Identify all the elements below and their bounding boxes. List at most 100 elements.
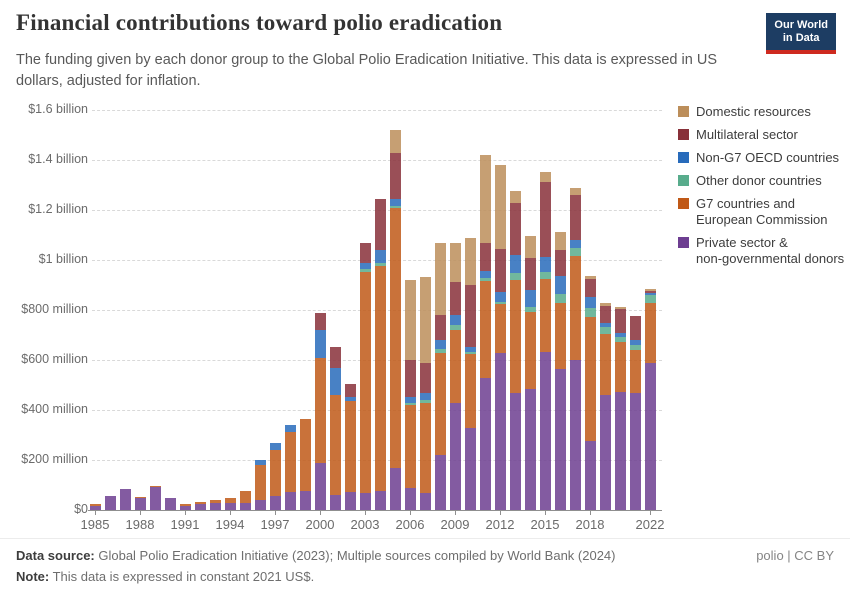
x-tick-1985 (95, 511, 96, 515)
bar-1990[interactable] (164, 498, 176, 510)
bar-2004[interactable] (374, 199, 386, 510)
bar-2005[interactable] (389, 130, 401, 510)
bar-1998[interactable] (284, 425, 296, 510)
bar-segment-domestic-2020 (614, 306, 626, 309)
bar-1996[interactable] (254, 460, 266, 510)
bar-segment-private-2003 (359, 493, 371, 510)
bar-2010[interactable] (464, 238, 476, 510)
note-text: This data is expressed in constant 2021 … (49, 569, 315, 584)
bar-2018[interactable] (584, 276, 596, 510)
bar-2020[interactable] (614, 306, 626, 510)
bar-2001[interactable] (329, 346, 341, 510)
bar-segment-g7-2021 (629, 350, 641, 394)
gridline-1600 (92, 110, 662, 111)
bar-segment-g7-2007 (419, 403, 431, 494)
bar-2019[interactable] (599, 303, 611, 510)
legend-swatch-other (678, 175, 689, 186)
bar-segment-other-2003 (359, 268, 371, 272)
legend-label-other: Other donor countries (696, 173, 822, 188)
bar-2008[interactable] (434, 242, 446, 510)
bar-1997[interactable] (269, 442, 281, 510)
bar-segment-private-2010 (464, 427, 476, 510)
bar-1987[interactable] (119, 489, 131, 510)
bar-segment-g7-2008 (434, 352, 446, 455)
x-axis-label-2018: 2018 (575, 517, 605, 532)
bar-segment-g7-1998 (284, 432, 296, 492)
bar-segment-private-2001 (329, 495, 341, 510)
bar-1985[interactable] (89, 504, 101, 510)
legend-item-nong7[interactable]: Non-G7 OECD countries (678, 150, 844, 166)
bar-2012[interactable] (494, 165, 506, 510)
bar-1999[interactable] (299, 419, 311, 510)
bar-2007[interactable] (419, 276, 431, 510)
bar-2003[interactable] (359, 243, 371, 510)
bar-segment-g7-2011 (479, 280, 491, 379)
bar-segment-multilateral-2017 (569, 195, 581, 240)
bar-segment-other-2019 (599, 326, 611, 334)
owid-logo-line1: Our World (774, 19, 828, 31)
bar-segment-g7-1995 (239, 491, 251, 504)
legend-item-multilateral[interactable]: Multilateral sector (678, 127, 844, 143)
legend-item-other[interactable]: Other donor countries (678, 173, 844, 189)
y-axis-label-200: $200 million (21, 452, 88, 466)
bar-segment-nong7-2004 (374, 250, 386, 263)
bar-2022[interactable] (644, 289, 656, 510)
bar-1994[interactable] (224, 498, 236, 510)
owid-logo-line2: in Data (782, 32, 820, 44)
bar-segment-private-2021 (629, 393, 641, 510)
bar-segment-multilateral-2002 (344, 384, 356, 397)
bar-segment-private-1988 (134, 498, 146, 510)
bar-2016[interactable] (554, 231, 566, 510)
bar-2021[interactable] (629, 315, 641, 510)
bar-1991[interactable] (179, 504, 191, 510)
bar-segment-nong7-2007 (419, 393, 431, 400)
bar-segment-multilateral-2015 (539, 181, 551, 257)
bar-segment-g7-2014 (524, 311, 536, 390)
bar-2015[interactable] (539, 171, 551, 510)
x-axis-label-2006: 2006 (395, 517, 425, 532)
bar-segment-private-2019 (599, 395, 611, 510)
bar-2000[interactable] (314, 313, 326, 510)
bar-2011[interactable] (479, 154, 491, 510)
bar-segment-private-2020 (614, 391, 626, 510)
legend-item-domestic[interactable]: Domestic resources (678, 104, 844, 120)
bar-1989[interactable] (149, 485, 161, 510)
x-tick-1997 (275, 511, 276, 515)
bar-2009[interactable] (449, 242, 461, 510)
legend-item-private[interactable]: Private sector & non-governmental donors (678, 235, 844, 267)
bar-1986[interactable] (104, 495, 116, 510)
bar-1992[interactable] (194, 501, 206, 510)
bar-segment-nong7-2013 (509, 255, 521, 274)
bar-segment-other-2008 (434, 348, 446, 353)
bar-2002[interactable] (344, 384, 356, 510)
bar-1988[interactable] (134, 496, 146, 510)
bar-segment-g7-2018 (584, 317, 596, 442)
bar-segment-g7-2002 (344, 400, 356, 492)
bar-segment-multilateral-2005 (389, 153, 401, 199)
x-tick-2006 (410, 511, 411, 515)
bar-1995[interactable] (239, 491, 251, 510)
bar-segment-other-2016 (554, 294, 566, 304)
license-link[interactable]: polio | CC BY (756, 548, 834, 563)
bar-2017[interactable] (569, 188, 581, 510)
bar-segment-nong7-2006 (404, 396, 416, 403)
bar-segment-g7-1999 (299, 419, 311, 492)
bar-segment-nong7-2001 (329, 368, 341, 395)
x-tick-2012 (500, 511, 501, 515)
x-tick-1994 (230, 511, 231, 515)
y-axis-label-1600: $1.6 billion (28, 102, 88, 116)
bar-segment-domestic-2008 (434, 242, 446, 316)
bar-segment-multilateral-2011 (479, 243, 491, 272)
legend-item-g7[interactable]: G7 countries and European Commission (678, 196, 844, 228)
bar-2014[interactable] (524, 235, 536, 510)
bar-2006[interactable] (404, 280, 416, 510)
bar-1993[interactable] (209, 500, 221, 510)
bar-segment-private-2016 (554, 369, 566, 510)
bar-segment-g7-2010 (464, 354, 476, 428)
bar-2013[interactable] (509, 190, 521, 510)
bar-segment-private-1991 (179, 505, 191, 510)
owid-logo[interactable]: Our World in Data (766, 13, 836, 54)
bar-segment-other-2013 (509, 273, 521, 280)
legend-swatch-domestic (678, 106, 689, 117)
bar-segment-g7-2022 (644, 303, 656, 364)
